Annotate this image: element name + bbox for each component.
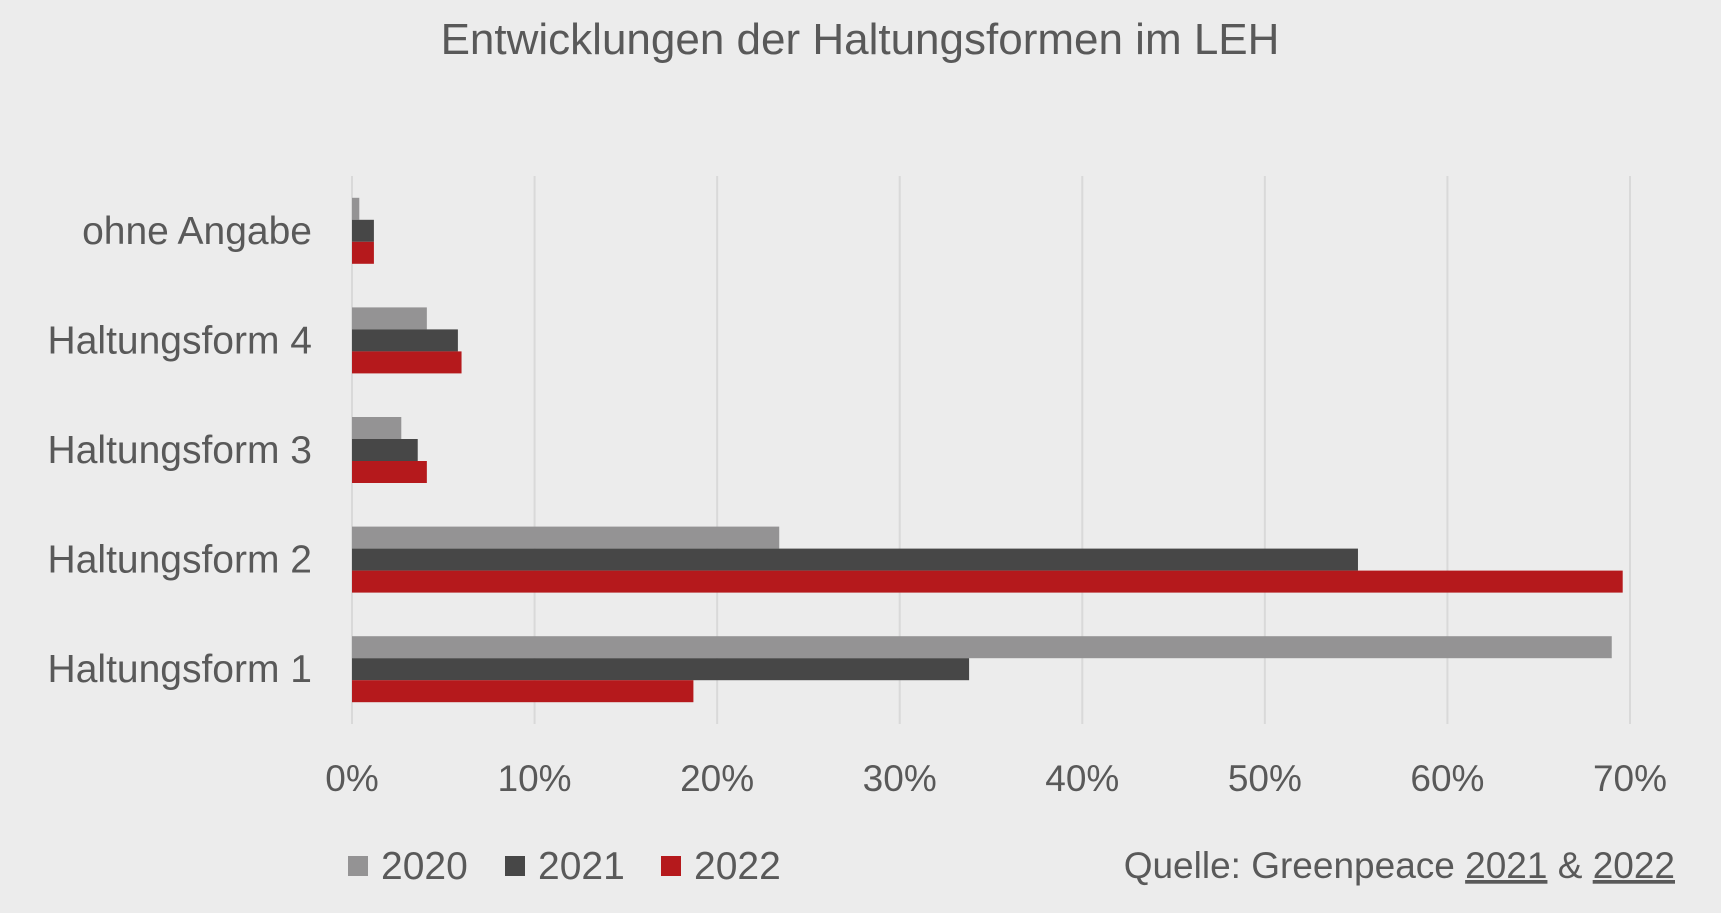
- x-tick-label: 60%: [1410, 758, 1484, 799]
- legend-label-2020: 2020: [381, 845, 468, 888]
- x-tick-label: 40%: [1045, 758, 1119, 799]
- source-note: Quelle: Greenpeace 2021 & 2022: [1124, 845, 1675, 886]
- bar-2020-haltungsform-4: [352, 307, 427, 330]
- x-tick-label: 70%: [1593, 758, 1667, 799]
- category-label: Haltungsform 4: [48, 319, 312, 362]
- bar-2022-ohne-angabe: [352, 241, 374, 264]
- category-label: Haltungsform 1: [48, 648, 312, 691]
- bar-2022-haltungsform-2: [352, 570, 1623, 593]
- x-tick-label: 30%: [863, 758, 937, 799]
- bar-2022-haltungsform-3: [352, 461, 427, 483]
- source-prefix: Quelle: Greenpeace: [1124, 845, 1465, 886]
- bar-2021-haltungsform-3: [352, 439, 418, 461]
- bar-2022-haltungsform-4: [352, 351, 462, 374]
- x-tick-label: 20%: [680, 758, 754, 799]
- chart-title: Entwicklungen der Haltungsformen im LEH: [441, 15, 1280, 64]
- bar-2020-ohne-angabe: [352, 197, 360, 220]
- bar-2021-haltungsform-4: [352, 329, 458, 352]
- legend-label-2021: 2021: [538, 845, 625, 888]
- category-label: Haltungsform 2: [48, 539, 312, 582]
- source-link-2022[interactable]: 2022: [1593, 845, 1675, 886]
- legend-swatch-2021: [505, 856, 525, 876]
- bar-2021-ohne-angabe: [352, 219, 374, 242]
- category-label: Haltungsform 3: [48, 429, 312, 472]
- legend-swatch-2022: [661, 856, 681, 876]
- legend-label-2022: 2022: [694, 845, 781, 888]
- x-tick-label: 50%: [1228, 758, 1302, 799]
- bar-2020-haltungsform-1: [352, 636, 1612, 659]
- bar-2020-haltungsform-2: [352, 526, 780, 549]
- source-link-2021[interactable]: 2021: [1465, 845, 1547, 886]
- legend-swatch-2020: [348, 856, 368, 876]
- bar-2021-haltungsform-1: [352, 658, 970, 681]
- x-tick-label: 10%: [498, 758, 572, 799]
- bar-2020-haltungsform-3: [352, 417, 402, 439]
- bar-2022-haltungsform-1: [352, 680, 694, 703]
- category-label: ohne Angabe: [82, 210, 312, 253]
- bar-2021-haltungsform-2: [352, 548, 1358, 571]
- source-separator: &: [1547, 845, 1592, 886]
- x-tick-label: 0%: [325, 758, 378, 799]
